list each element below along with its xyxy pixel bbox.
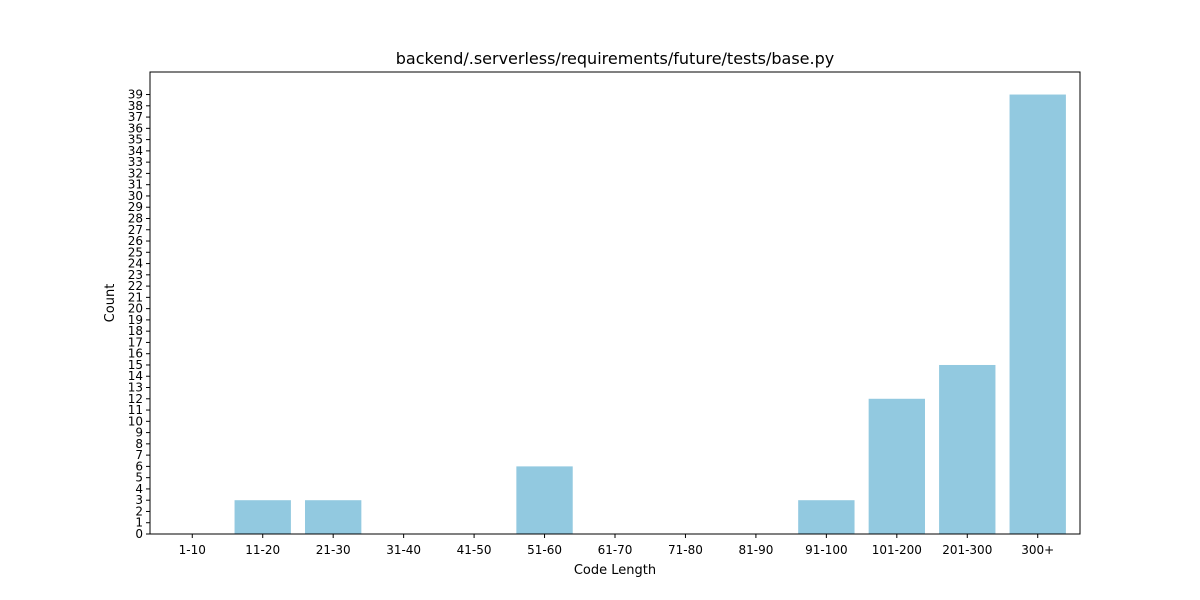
y-tick-label: 6 xyxy=(135,459,143,473)
y-tick-label: 23 xyxy=(128,268,143,282)
y-tick-label: 10 xyxy=(128,414,143,428)
x-axis-label: Code Length xyxy=(574,563,656,578)
y-tick-label: 9 xyxy=(135,426,143,440)
x-tick-label: 71-80 xyxy=(668,543,703,557)
x-tick-label: 101-200 xyxy=(872,543,922,557)
y-tick-label: 4 xyxy=(135,482,143,496)
bar-91-100 xyxy=(798,500,855,534)
bar-101-200 xyxy=(868,398,925,534)
y-tick-label: 35 xyxy=(128,133,143,147)
x-tick-label: 51-60 xyxy=(527,543,562,557)
x-tick-label: 61-70 xyxy=(598,543,633,557)
y-axis-label: Count xyxy=(103,284,118,323)
x-tick-label: 31-40 xyxy=(386,543,421,557)
chart-title: backend/.serverless/requirements/future/… xyxy=(396,49,834,68)
y-tick-label: 14 xyxy=(128,369,143,383)
bar-21-30 xyxy=(305,500,362,534)
y-tick-label: 31 xyxy=(128,178,143,192)
y-tick-label: 7 xyxy=(135,448,143,462)
y-tick-label: 34 xyxy=(128,144,143,158)
y-tick-label: 27 xyxy=(128,223,143,237)
y-tick-label: 3 xyxy=(135,493,143,507)
y-tick-label: 39 xyxy=(128,88,143,102)
y-tick-label: 28 xyxy=(128,211,143,225)
y-tick-label: 15 xyxy=(128,358,143,372)
y-tick-label: 12 xyxy=(128,392,143,406)
y-tick-label: 5 xyxy=(135,471,143,485)
y-tick-label: 16 xyxy=(128,347,143,361)
y-tick-label: 22 xyxy=(128,279,143,293)
y-tick-label: 33 xyxy=(128,155,143,169)
y-tick-label: 24 xyxy=(128,257,143,271)
y-axis-ticks: 0123456789101112131415161718192021222324… xyxy=(128,88,150,541)
x-tick-label: 81-90 xyxy=(738,543,773,557)
y-tick-label: 32 xyxy=(128,166,143,180)
bar-11-20 xyxy=(234,500,291,534)
x-axis-ticks: 1-10 11-20 21-30 31-40 41-50 51-60 61-70 71-80 8… xyxy=(179,534,1054,557)
y-tick-label: 0 xyxy=(135,527,143,541)
x-tick-label: 300+ xyxy=(1021,543,1054,557)
x-tick-label: 11-20 xyxy=(245,543,280,557)
y-tick-label: 18 xyxy=(128,324,143,338)
x-tick-label: 41-50 xyxy=(457,543,492,557)
bar-51-60 xyxy=(516,466,573,534)
bar-300+ xyxy=(1009,94,1066,534)
y-tick-label: 21 xyxy=(128,290,143,304)
x-tick-label: 91-100 xyxy=(805,543,848,557)
y-tick-label: 17 xyxy=(128,335,143,349)
bar-201-300 xyxy=(939,364,996,534)
y-tick-label: 25 xyxy=(128,245,143,259)
y-tick-label: 19 xyxy=(128,313,143,327)
y-tick-label: 20 xyxy=(128,302,143,316)
y-tick-label: 11 xyxy=(128,403,143,417)
y-tick-label: 2 xyxy=(135,504,143,518)
y-tick-label: 37 xyxy=(128,110,143,124)
y-tick-label: 29 xyxy=(128,200,143,214)
plot-frame xyxy=(149,71,1081,535)
y-tick-label: 36 xyxy=(128,121,143,135)
bars-group xyxy=(234,94,1066,534)
x-tick-label: 201-300 xyxy=(942,543,992,557)
y-tick-label: 8 xyxy=(135,437,143,451)
y-tick-label: 26 xyxy=(128,234,143,248)
x-tick-label: 1-10 xyxy=(179,543,206,557)
x-tick-label: 21-30 xyxy=(316,543,351,557)
y-tick-label: 13 xyxy=(128,381,143,395)
y-tick-label: 30 xyxy=(128,189,143,203)
y-tick-label: 38 xyxy=(128,99,143,113)
y-tick-label: 1 xyxy=(135,516,143,530)
